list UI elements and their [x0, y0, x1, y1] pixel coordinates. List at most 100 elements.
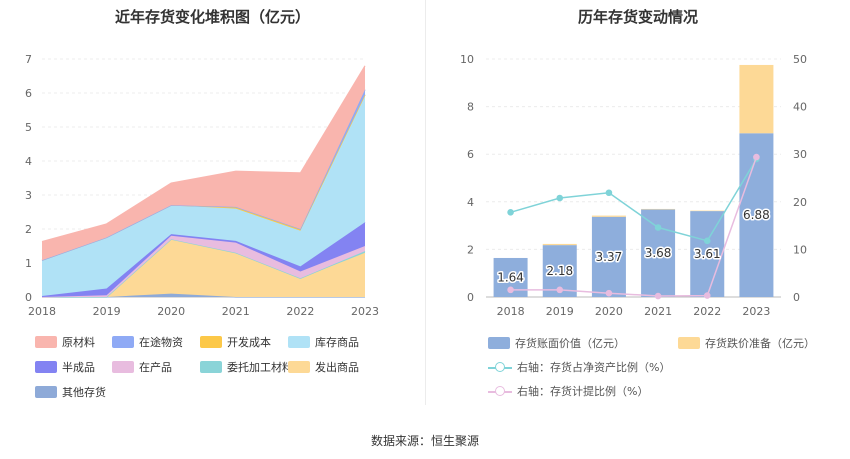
bar-data-label: 1.64: [497, 270, 524, 284]
legend-label: 库存商品: [315, 336, 359, 349]
line-point: [605, 289, 613, 297]
bar-impairment: [542, 243, 577, 246]
y2-tick-label: 10: [793, 243, 807, 256]
legend-label: 原材料: [62, 336, 95, 349]
x-tick-label: 2020: [157, 305, 185, 318]
legend-label: 开发成本: [227, 336, 271, 349]
line-point: [605, 189, 613, 197]
y-tick-label: 8: [467, 101, 474, 114]
x-tick-label: 2019: [93, 305, 121, 318]
right-chart-panel: 历年存货变动情况 0 2 4 6 8 10 0 10 20 30 40 50 2018 2019 2020 2…: [426, 0, 850, 459]
legend-swatch: [112, 336, 134, 348]
legend-item[interactable]: 在产品: [112, 360, 172, 374]
line-point: [556, 286, 564, 294]
legend-label: 存货跌价准备（亿元）: [705, 337, 815, 350]
area-series-4: [42, 222, 365, 297]
legend-item[interactable]: 存货跌价准备（亿元）: [678, 336, 815, 350]
area-series-3: [42, 235, 365, 297]
legend-swatch: [288, 361, 310, 373]
panel-divider: [425, 0, 426, 405]
line-point: [703, 237, 711, 245]
legend-item[interactable]: 发出商品: [288, 360, 359, 374]
area-series-5: [42, 94, 365, 296]
y-tick-label: 6: [467, 148, 474, 161]
bar-impairment: [739, 64, 774, 134]
legend-item[interactable]: 原材料: [35, 335, 95, 349]
legend-swatch: [200, 336, 222, 348]
legend-label: 其他存货: [62, 386, 106, 399]
y2-tick-label: 30: [793, 148, 807, 161]
bar-data-label: 6.88: [743, 208, 770, 222]
y-tick-label: 5: [25, 121, 32, 134]
y-tick-label: 6: [25, 87, 32, 100]
legend-label: 发出商品: [315, 361, 359, 374]
x-tick-label: 2018: [28, 305, 56, 318]
legend-label: 右轴：存货计提比例（%）: [517, 385, 649, 398]
legend-swatch: [35, 336, 57, 348]
x-tick-label: 2021: [222, 305, 250, 318]
y-tick-label: 0: [467, 291, 474, 304]
legend-item[interactable]: 在途物资: [112, 335, 183, 349]
legend-label: 在途物资: [139, 336, 183, 349]
legend-item[interactable]: 其他存货: [35, 385, 106, 399]
legend-swatch: [488, 337, 510, 349]
y2-tick-label: 50: [793, 53, 807, 66]
line-point: [703, 292, 711, 299]
area-series-0: [42, 293, 365, 297]
x-tick-label: 2022: [693, 305, 721, 318]
legend-label: 委托加工材料: [227, 361, 293, 374]
legend-item[interactable]: 存货账面价值（亿元）: [488, 336, 625, 350]
legend-item[interactable]: 库存商品: [288, 335, 359, 349]
y2-tick-label: 40: [793, 101, 807, 114]
x-tick-label: 2023: [742, 305, 770, 318]
y-tick-label: 3: [25, 189, 32, 202]
legend-item[interactable]: 委托加工材料: [200, 360, 293, 374]
y-tick-label: 10: [460, 53, 474, 66]
y-tick-label: 0: [25, 291, 32, 304]
legend-swatch: [488, 385, 512, 397]
y2-tick-label: 0: [793, 291, 800, 304]
line-point: [507, 286, 514, 294]
y-tick-label: 1: [25, 257, 32, 270]
y-tick-label: 4: [25, 155, 32, 168]
bar-book-value: [690, 211, 725, 297]
line-point: [507, 208, 514, 216]
y2-tick-label: 20: [793, 196, 807, 209]
left-chart-panel: 近年存货变化堆积图（亿元） 0 1 2 3 4 5 6 7 2018 2019 2020 2021 20…: [25, 8, 379, 399]
legend-swatch: [288, 336, 310, 348]
left-chart-title: 近年存货变化堆积图（亿元）: [114, 8, 310, 26]
y-tick-label: 4: [467, 196, 474, 209]
area-edge-8: [41, 65, 366, 243]
x-tick-label: 2019: [546, 305, 574, 318]
legend-label: 半成品: [62, 361, 95, 374]
y-tick-label: 2: [467, 243, 474, 256]
area-series-8: [42, 65, 365, 261]
inventory-bar-line-chart: 0 2 4 6 8 10 0 10 20 30 40 50 2018 2019 2020 2021 2022 20…: [460, 53, 807, 318]
legend-item[interactable]: 半成品: [35, 360, 95, 374]
line-point: [654, 292, 662, 300]
bar-data-label: 3.68: [645, 246, 672, 260]
right-chart-title: 历年存货变动情况: [577, 8, 698, 26]
legend-swatch: [200, 361, 222, 373]
y-tick-label: 7: [25, 53, 32, 66]
legend-swatch: [35, 361, 57, 373]
stacked-area-chart: 0 1 2 3 4 5 6 7 2018 2019 2020 2021 2022 2023: [25, 53, 379, 318]
legend-item[interactable]: 右轴：存货占净资产比例（%）: [488, 360, 670, 374]
line-series-0: [510, 158, 758, 242]
y-tick-label: 2: [25, 223, 32, 236]
bar-data-label: 2.18: [546, 264, 573, 278]
line-point: [556, 194, 564, 202]
legend-item[interactable]: 开发成本: [200, 335, 271, 349]
line-series-1: [510, 156, 758, 297]
bar-book-value: [591, 216, 626, 297]
bar-book-value: [641, 209, 676, 297]
x-tick-label: 2020: [595, 305, 623, 318]
legend-swatch: [35, 386, 57, 398]
legend-label: 右轴：存货占净资产比例（%）: [517, 361, 671, 374]
legend-swatch: [112, 361, 134, 373]
data-source: 数据来源：恒生聚源: [370, 434, 479, 448]
legend-label: 在产品: [139, 361, 172, 374]
area-series-1: [42, 239, 365, 297]
legend-swatch: [678, 337, 700, 349]
legend-item[interactable]: 右轴：存货计提比例（%）: [488, 384, 648, 398]
